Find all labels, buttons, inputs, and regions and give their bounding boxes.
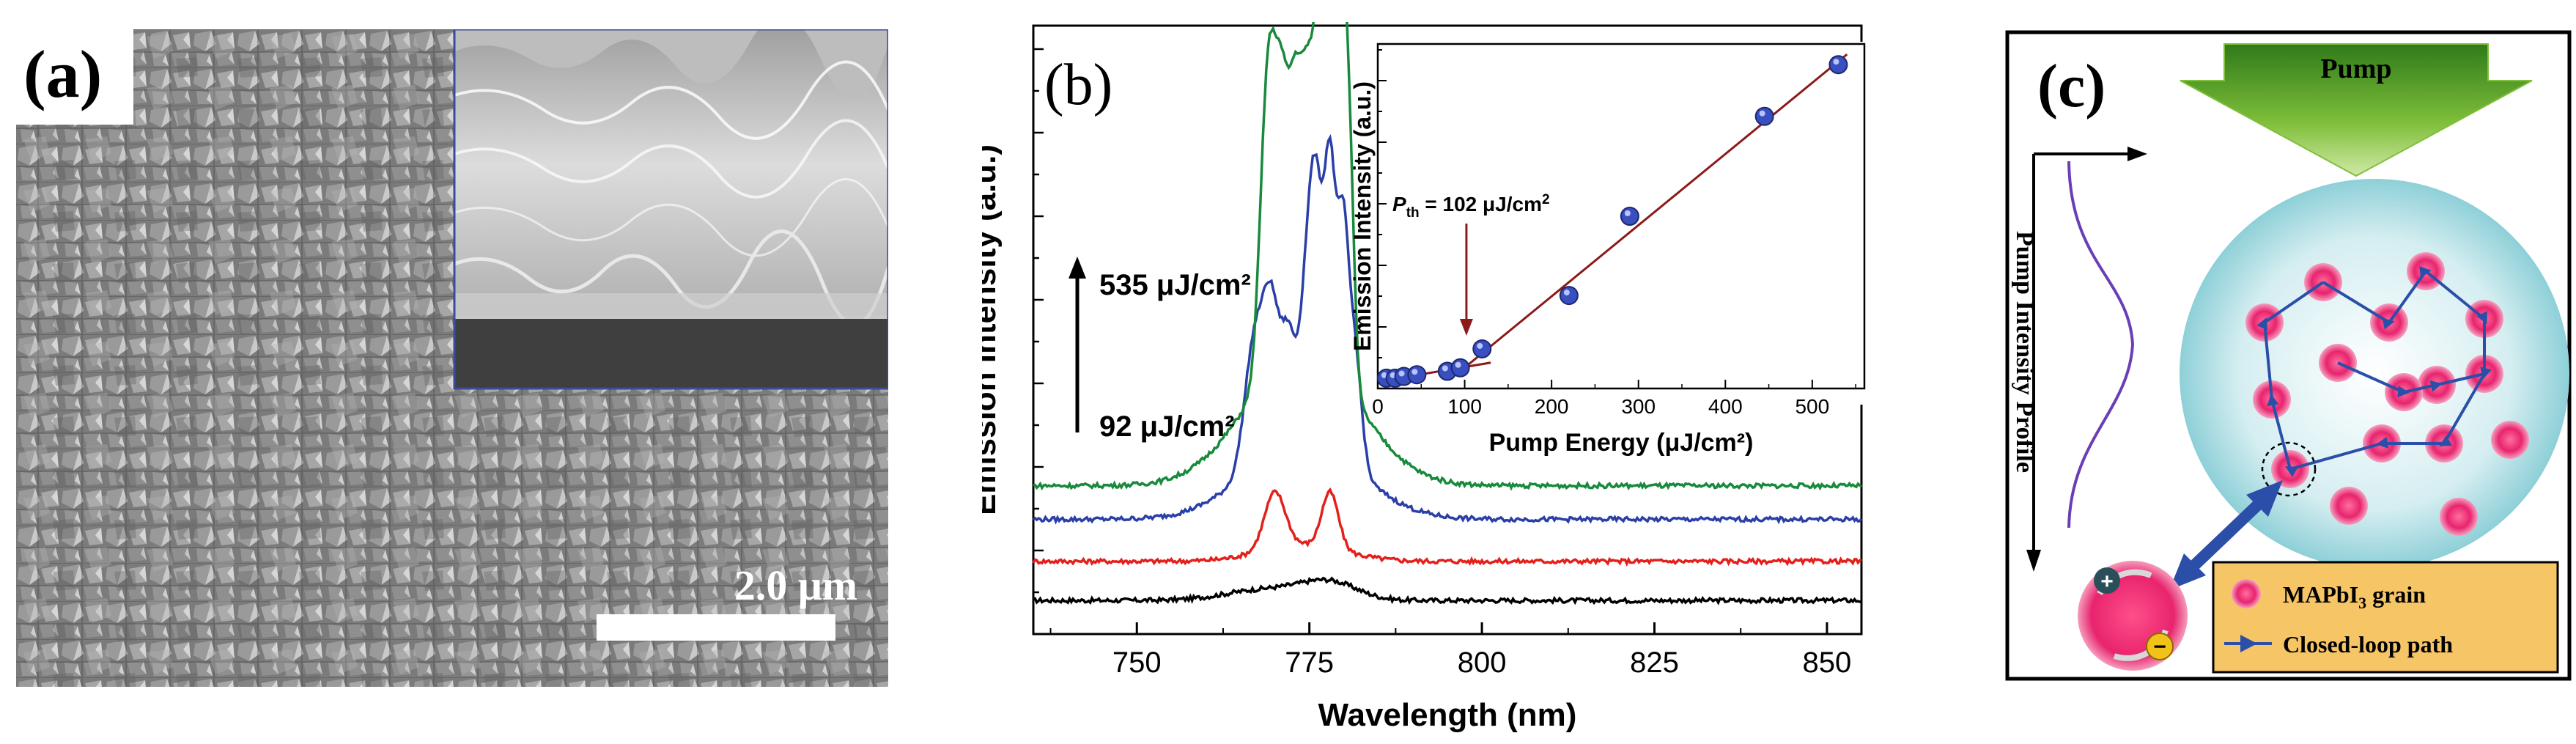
pump-profile-label: Pump Intensity Profile	[2011, 231, 2038, 473]
data-point	[1559, 286, 1579, 306]
data-point	[1407, 365, 1427, 385]
zoom-double-arrow	[2169, 480, 2283, 590]
panel-a-label: (a)	[23, 37, 102, 111]
data-point	[1754, 106, 1774, 126]
x-tick-label: 825	[1630, 647, 1679, 679]
legend-grain-icon	[2232, 579, 2261, 608]
main-y-ticks	[1033, 48, 1044, 594]
spectra-chart-svg: 750 775 800 825 850 (b) Wavelength (nm) Emis…	[967, 0, 1876, 733]
data-point-highlight	[1398, 370, 1405, 377]
inset-x-ticks: 0 100 200 300 400 500	[1372, 380, 1856, 418]
series-black	[1033, 576, 1862, 605]
inset-points	[1376, 55, 1848, 388]
threshold-arrow	[1459, 224, 1473, 336]
main-x-ticks: 750 775 800 825 850	[1049, 622, 1852, 679]
series-green	[1033, 0, 1863, 491]
data-point-highlight	[1455, 361, 1461, 368]
scale-bar: 2.0 μm	[597, 561, 857, 641]
inset-x-tick-label: 500	[1795, 395, 1829, 418]
inset-x-axis-label: Pump Energy (μJ/cm²)	[1489, 429, 1754, 457]
data-point	[1472, 339, 1492, 358]
legend-path-label: Closed-loop path	[2283, 631, 2453, 658]
data-point-highlight	[1477, 342, 1483, 349]
big-grain: + −	[2078, 561, 2188, 671]
sem-micrograph: (a) 2.0 μm	[16, 29, 888, 687]
x-tick-label: 800	[1458, 647, 1507, 679]
inset-x-tick-label: 100	[1447, 395, 1482, 418]
data-point-highlight	[1411, 369, 1418, 375]
main-y-axis-label: Emission Intensity (a.u.)	[982, 144, 1003, 515]
data-point-highlight	[1624, 210, 1631, 216]
svg-text:+: +	[2100, 570, 2114, 594]
x-tick-label: 750	[1112, 647, 1162, 679]
grain	[2440, 498, 2478, 536]
legend: MAPbI3 grain Closed-loop path	[2212, 561, 2559, 674]
scale-bar-label: 2.0 μm	[734, 561, 857, 609]
panel-b-spectra-chart: 750 775 800 825 850 (b) Wavelength (nm) Emis…	[967, 0, 1883, 740]
profile-axes: Pump Intensity Profile	[2011, 147, 2147, 572]
data-point-highlight	[1563, 290, 1570, 296]
pump-profile-curve	[2067, 161, 2135, 528]
legend-grain-label: MAPbI3 grain	[2283, 581, 2426, 612]
inset-y-ticks	[1378, 49, 1387, 358]
data-point	[1620, 207, 1639, 226]
threshold-arrow-head	[1459, 319, 1473, 336]
inset-plot-frame	[1376, 43, 1866, 390]
panel-c-label: (c)	[2037, 52, 2106, 120]
pump-arrow: Pump	[2180, 43, 2533, 177]
panel-a-sem-image: (a) 2.0 μm	[16, 29, 888, 687]
sphere	[2180, 179, 2569, 569]
fit-line-above-threshold	[1455, 53, 1848, 376]
data-point	[1828, 55, 1848, 75]
inset-x-tick-label: 300	[1621, 395, 1656, 418]
grain	[2491, 421, 2529, 459]
closed-loop-path	[2256, 266, 2492, 477]
panel-a-label-bg	[16, 29, 133, 125]
inset-x-tick-label: 400	[1708, 395, 1743, 418]
pump-label: Pump	[2320, 54, 2391, 84]
data-point-highlight	[1833, 59, 1839, 65]
x-tick-label: 850	[1803, 647, 1852, 679]
negative-charge-icon	[2146, 633, 2174, 660]
main-series-group	[1032, 0, 1863, 605]
panel-b-label: (b)	[1044, 53, 1112, 117]
panel-c-schematic: (c) Pump Pump Intensity Profile	[2004, 29, 2572, 682]
series-blue	[1032, 133, 1863, 525]
highlight-circle	[2261, 441, 2317, 497]
inset-x-tick-label: 200	[1535, 395, 1569, 418]
series-red	[1032, 487, 1862, 567]
cross-section-inset	[453, 29, 888, 390]
grain	[2330, 487, 2368, 525]
inset-x-tick-label: 0	[1372, 395, 1384, 418]
inset-chart: 0 100 200 300 400 500 Pump Energy (μJ/cm²) Em…	[1349, 42, 1876, 457]
inset-y-axis-label: Emission Intensity (a.u.)	[1349, 81, 1376, 351]
data-point-highlight	[1381, 372, 1387, 378]
x-tick-label: 775	[1285, 647, 1334, 679]
data-point-highlight	[1759, 110, 1765, 117]
threshold-label: Pth = 102 μJ/cm2	[1392, 192, 1550, 221]
positive-charge-icon	[2094, 567, 2120, 594]
annotation-92: 92 μJ/cm²	[1099, 410, 1235, 443]
schematic-svg: (c) Pump Pump Intensity Profile	[2005, 30, 2572, 681]
svg-text:−: −	[2153, 635, 2166, 659]
data-point-highlight	[1442, 365, 1448, 372]
main-x-axis-label: Wavelength (nm)	[1318, 697, 1577, 733]
data-point	[1450, 358, 1470, 377]
pump-energy-arrow	[1069, 257, 1086, 432]
annotation-535: 535 μJ/cm²	[1099, 269, 1251, 301]
